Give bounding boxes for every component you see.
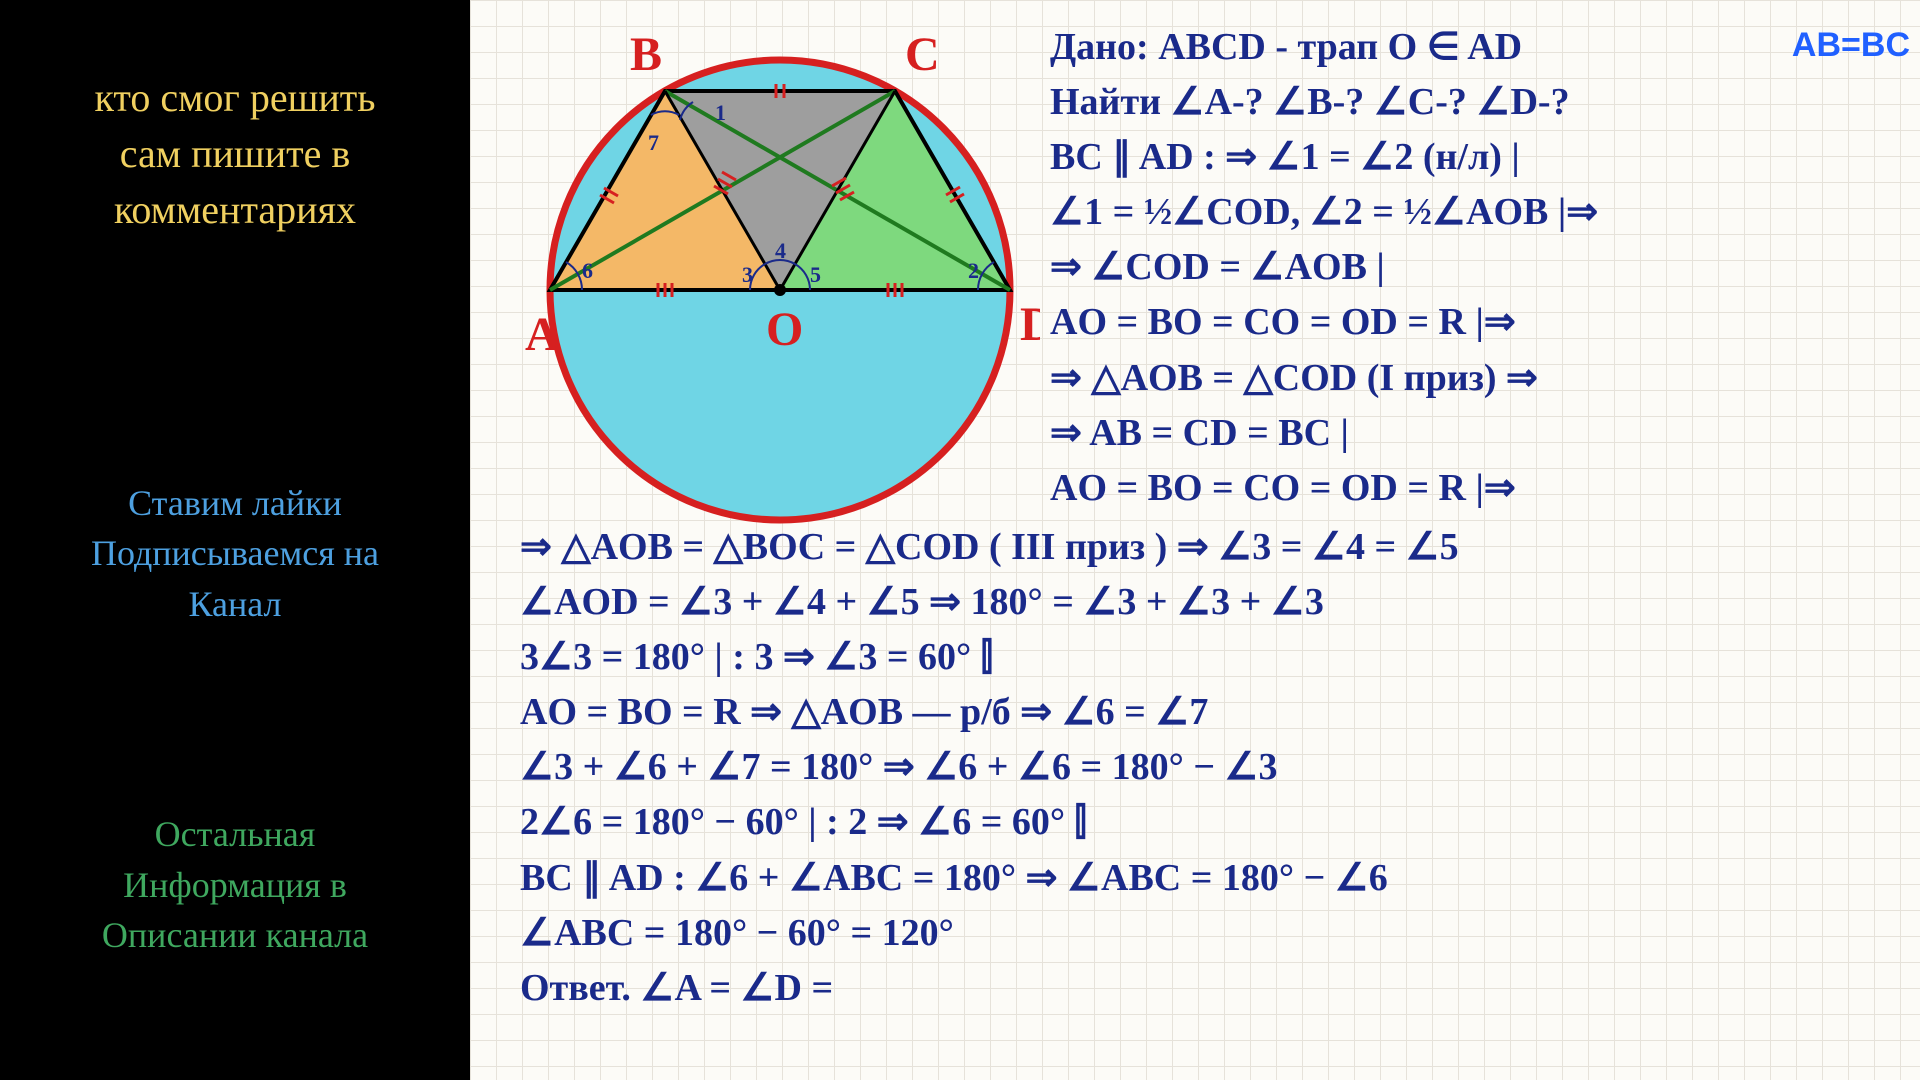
proof-line: BC ∥ AD : ⇒ ∠1 = ∠2 (н/л) | [1050,130,1598,185]
label-b: B [630,28,662,81]
sidebar-line: Информация в [20,860,450,910]
proof-text-mid: ⇒ △AOB = △BOC = △COD ( III приз ) ⇒ ∠3 =… [520,520,1459,1016]
proof-line: ∠ABC = 180° − 60° = 120° [520,906,1459,961]
sidebar-line: комментариях [20,182,450,238]
sidebar-line: кто смог решить [20,70,450,126]
sidebar-text-mid: Ставим лайки Подписываемся на Канал [20,478,450,629]
sidebar: кто смог решить сам пишите в комментария… [0,0,470,1080]
sidebar-text-top: кто смог решить сам пишите в комментария… [20,70,450,238]
proof-line: ⇒ △AOB = △BOC = △COD ( III приз ) ⇒ ∠3 =… [520,520,1459,575]
label-d: D [1020,298,1040,351]
angle-4: 4 [775,238,786,263]
proof-line: AO = BO = CO = OD = R |⇒ [1050,461,1598,516]
content-area: A B C D O 1 2 3 4 5 6 7 Дано: ABCD - тра… [470,0,1920,1080]
proof-line: Дано: ABCD - трап O ∈ AD [1050,20,1598,75]
proof-line: Ответ. ∠A = ∠D = [520,961,1459,1016]
proof-text-top: Дано: ABCD - трап O ∈ AD Найти ∠A-? ∠B-?… [1050,20,1598,516]
proof-line: ⇒ △AOB = △COD (I приз) ⇒ [1050,351,1598,406]
label-a: A [525,308,560,361]
proof-line: ∠AOD = ∠3 + ∠4 + ∠5 ⇒ 180° = ∠3 + ∠3 + ∠… [520,575,1459,630]
proof-line: BC ∥ AD : ∠6 + ∠ABC = 180° ⇒ ∠ABC = 180°… [520,851,1459,906]
proof-line: AO = BO = CO = OD = R |⇒ [1050,295,1598,350]
annotation-ab-eq-bc: AB=BC [1792,26,1910,65]
proof-line: 2∠6 = 180° − 60° | : 2 ⇒ ∠6 = 60° ⫿ [520,795,1459,850]
sidebar-line: Описании канала [20,910,450,960]
sidebar-line: Остальная [20,809,450,859]
proof-line: Найти ∠A-? ∠B-? ∠C-? ∠D-? [1050,75,1598,130]
proof-line: 3∠3 = 180° | : 3 ⇒ ∠3 = 60° ⫿ [520,630,1459,685]
sidebar-line: сам пишите в [20,126,450,182]
angle-1: 1 [715,100,726,125]
label-o: O [766,303,803,356]
center-point [774,284,786,296]
angle-6: 6 [582,258,593,283]
proof-line: ⇒ AB = CD = BC | [1050,406,1598,461]
sidebar-line: Ставим лайки [20,478,450,528]
sidebar-line: Подписываемся на [20,528,450,578]
proof-line: ∠1 = ½∠COD, ∠2 = ½∠AOB |⇒ [1050,185,1598,240]
sidebar-text-bottom: Остальная Информация в Описании канала [20,809,450,960]
proof-line: ∠3 + ∠6 + ∠7 = 180° ⇒ ∠6 + ∠6 = 180° − ∠… [520,740,1459,795]
proof-line: AO = BO = R ⇒ △AOB — р/б ⇒ ∠6 = ∠7 [520,685,1459,740]
label-c: C [905,28,940,81]
angle-7: 7 [648,130,659,155]
proof-line: ⇒ ∠COD = ∠AOB | [1050,240,1598,295]
angle-2: 2 [968,258,979,283]
sidebar-line: Канал [20,579,450,629]
angle-3: 3 [742,262,753,287]
geometry-diagram: A B C D O 1 2 3 4 5 6 7 [520,20,1040,540]
angle-5: 5 [810,262,821,287]
